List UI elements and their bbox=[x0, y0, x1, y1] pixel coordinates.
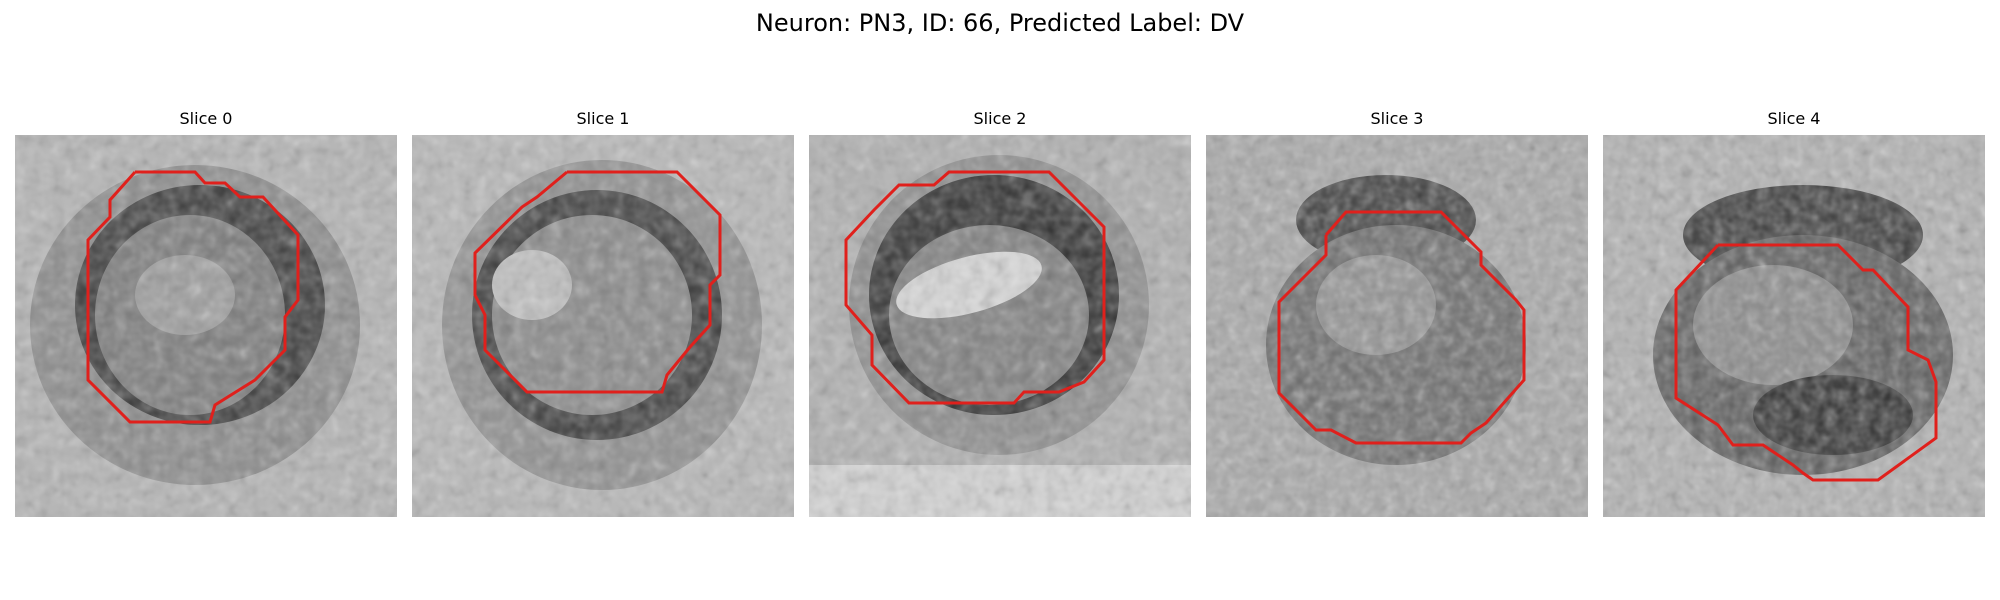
roi-contour bbox=[1674, 243, 1938, 482]
slice-title: Slice 1 bbox=[576, 109, 630, 128]
slice-title: Slice 4 bbox=[1767, 109, 1821, 128]
figure-title: Neuron: PN3, ID: 66, Predicted Label: DV bbox=[755, 9, 1245, 37]
microscopy-slice-image bbox=[809, 135, 1191, 517]
slice-panel-0: Slice 0 bbox=[15, 108, 397, 517]
roi-contour bbox=[86, 170, 300, 424]
roi-contour bbox=[1277, 210, 1526, 445]
slice-title: Slice 2 bbox=[973, 109, 1027, 128]
microscopy-slice-image bbox=[412, 135, 794, 517]
microscopy-slice-image bbox=[1206, 135, 1588, 517]
slice-panel-3: Slice 3 bbox=[1206, 108, 1588, 517]
roi-contour bbox=[473, 170, 722, 394]
slice-panel-1: Slice 1 bbox=[412, 108, 794, 517]
microscopy-slice-image bbox=[15, 135, 397, 517]
slice-title: Slice 0 bbox=[179, 109, 233, 128]
microscopy-slice-image bbox=[1603, 135, 1985, 517]
slice-title: Slice 3 bbox=[1370, 109, 1424, 128]
roi-contour bbox=[844, 170, 1106, 405]
slice-panel-2: Slice 2 bbox=[809, 108, 1191, 517]
slice-panel-4: Slice 4 bbox=[1603, 108, 1985, 517]
